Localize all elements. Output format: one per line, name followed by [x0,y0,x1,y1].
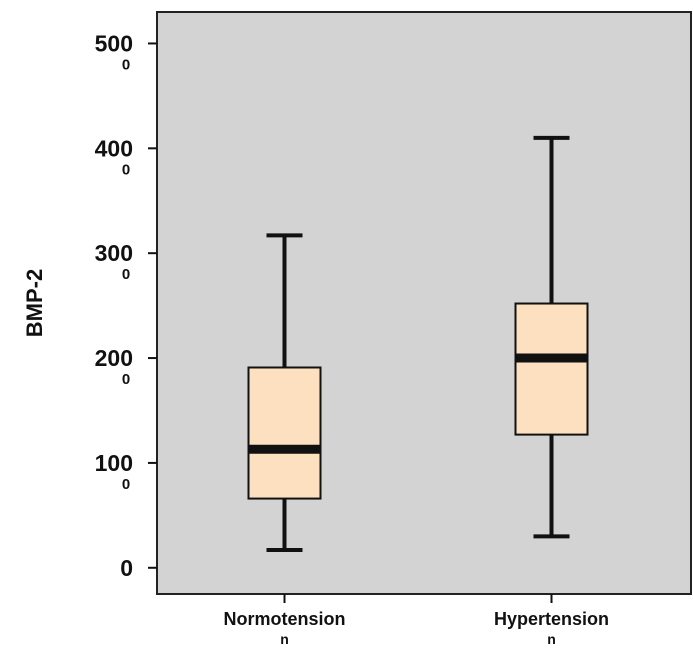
y-tick-label-sub: 0 [122,161,130,178]
y-tick-label: 200 [95,345,133,371]
y-tick-label-sub: 0 [122,56,130,73]
iqr-box [247,366,322,500]
x-axis: Normotension n Hypertension n [223,594,609,647]
boxes-layer [247,135,589,552]
x-tick-label-sub: n [547,631,556,647]
x-tick-label: Normotension [223,609,345,629]
iqr-box [514,302,589,436]
y-tick-label-sub: 0 [122,266,130,283]
y-tick-label: 0 [120,555,133,581]
y-axis-label: BMP-2 [22,269,47,337]
y-tick-label-sub: 0 [122,476,130,493]
plot-area [156,11,692,595]
box-group [247,233,322,552]
x-tick-label: Hypertension [494,609,609,629]
x-tick-label-sub: n [280,631,289,647]
box-group [514,135,589,539]
y-tick-label: 400 [95,135,133,161]
y-tick-label: 500 [95,30,133,56]
y-tick-label-sub: 0 [122,371,130,388]
y-tick-label: 300 [95,240,133,266]
y-tick-label: 100 [95,450,133,476]
